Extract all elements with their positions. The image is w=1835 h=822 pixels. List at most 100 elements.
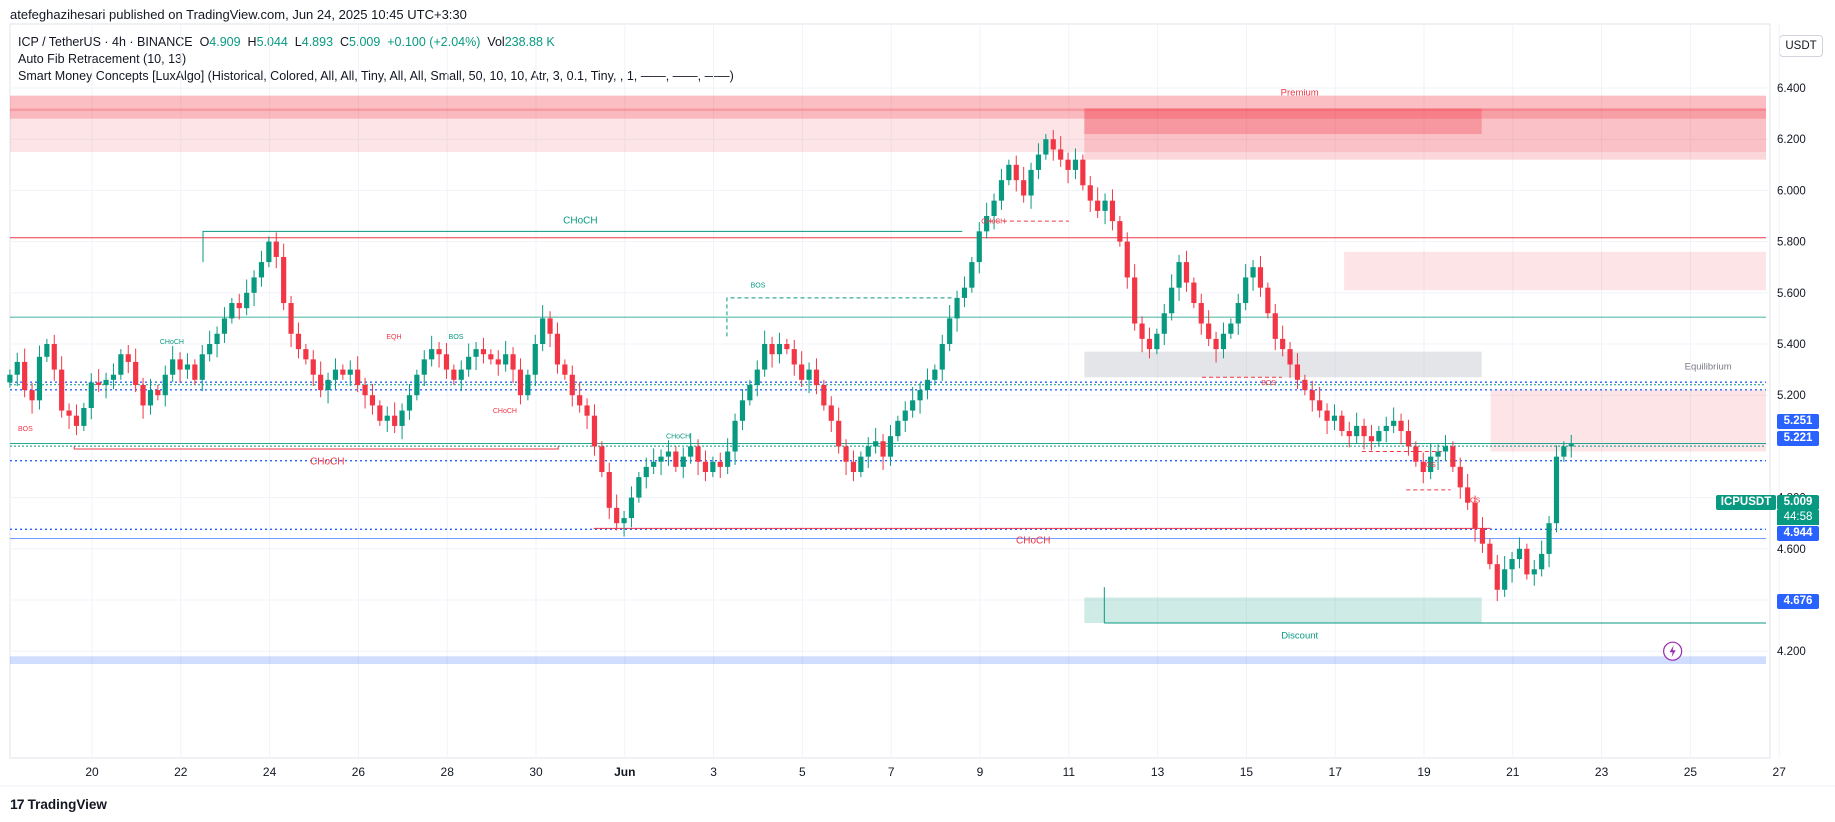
candle-body	[480, 349, 487, 355]
premium-mid-band	[10, 108, 1766, 119]
candle-body	[1568, 444, 1574, 447]
candle-body	[784, 344, 790, 350]
level-lines	[10, 220, 1766, 624]
x-tick-label: 30	[529, 765, 543, 779]
candle-body	[81, 408, 87, 426]
candle-body	[125, 354, 131, 362]
candle-body	[1287, 349, 1293, 365]
volume-label: Vol	[487, 35, 505, 49]
publisher-line: atefeghazihesari published on TradingVie…	[10, 7, 467, 22]
change-value: +0.100 (+2.04%)	[387, 35, 481, 49]
candle-body	[1109, 200, 1116, 222]
candle-body	[1302, 379, 1308, 391]
candle-body	[532, 344, 538, 375]
candle-body	[836, 420, 842, 447]
y-tick-label: 4.600	[1777, 544, 1806, 556]
candle-body	[799, 364, 805, 380]
eqh-label: EQH	[386, 334, 401, 341]
candle-body	[1553, 456, 1560, 524]
lightning-glyph	[1669, 645, 1676, 658]
candle-body	[369, 395, 376, 406]
candle-body	[1465, 487, 1471, 503]
candle-body	[1043, 139, 1049, 155]
candle-body	[1450, 446, 1456, 467]
candle-body	[251, 277, 257, 293]
candle-body	[414, 374, 420, 396]
candle-body	[14, 361, 20, 375]
candle-body	[1176, 262, 1182, 288]
candle-body	[406, 395, 413, 411]
tradingview-logo[interactable]: 17 TradingView	[10, 796, 107, 812]
choch-left-line	[73, 446, 559, 450]
candle-body	[1265, 287, 1271, 314]
discount-label: Discount	[1281, 630, 1318, 641]
candle-body	[547, 318, 553, 334]
bos-label-far-left: BOS	[18, 426, 33, 433]
candle-body	[473, 349, 479, 357]
candle-body	[725, 451, 731, 467]
candle-body	[162, 374, 168, 396]
candle-body	[207, 344, 213, 355]
candle-body	[1391, 420, 1397, 426]
candle-body	[858, 456, 864, 472]
candle-body	[244, 292, 250, 309]
y-tick-label: 5.800	[1777, 237, 1806, 249]
x-tick-label: 3	[710, 765, 717, 779]
candle-body	[1072, 159, 1079, 170]
candle-body	[695, 446, 701, 462]
currency-button[interactable]: USDT	[1779, 35, 1823, 57]
candle-body	[1169, 287, 1175, 314]
discount-zone	[1084, 597, 1482, 624]
x-tick-label: 27	[1773, 765, 1787, 779]
candle-body	[665, 451, 672, 457]
choch-label-red-left: CHoCH	[493, 408, 517, 415]
candle-body	[96, 382, 102, 385]
candle-body	[1413, 446, 1419, 462]
candle-body	[628, 497, 635, 519]
candle-body	[643, 466, 649, 478]
candle-body	[503, 354, 509, 365]
candle-body	[184, 364, 191, 370]
candle-body	[392, 415, 398, 426]
indicator-smc[interactable]: Smart Money Concepts [LuxAlgo] (Historic…	[18, 69, 734, 83]
candle-body	[717, 461, 723, 467]
candle-body	[340, 369, 346, 375]
indicator-fib[interactable]: Auto Fib Retracement (10, 13)	[18, 52, 187, 66]
candle-body	[850, 461, 857, 472]
candle-body	[214, 333, 220, 344]
candle-body	[998, 180, 1005, 201]
candle-body	[1117, 221, 1123, 242]
x-tick-label: 21	[1506, 765, 1520, 779]
y-tick-label: 5.200	[1777, 390, 1806, 402]
candle-body	[984, 216, 990, 232]
x-tick-label: Jun	[614, 765, 635, 779]
tv-logo-text: TradingView	[27, 796, 107, 812]
candle-body	[910, 400, 916, 411]
candle-body	[584, 405, 590, 416]
candle-body	[680, 456, 686, 467]
bearish-ob-2	[1084, 108, 1482, 135]
candle-body	[873, 441, 879, 447]
candle-body	[1006, 164, 1012, 181]
candle-body	[1405, 431, 1412, 447]
x-tick-label: 22	[174, 765, 188, 779]
candle-body	[614, 507, 620, 524]
candle-body	[1235, 303, 1241, 324]
candle-body	[1339, 415, 1345, 432]
candle-body	[710, 461, 716, 472]
candle-body	[939, 344, 945, 370]
y-tick-label: 6.400	[1777, 83, 1806, 95]
bar-countdown: 44:58	[1777, 510, 1819, 525]
symbol-title[interactable]: ICP / TetherUS · 4h · BINANCE	[18, 35, 193, 49]
x-tick-label: 26	[352, 765, 366, 779]
candle-body	[1021, 180, 1027, 196]
high-label: H	[247, 35, 257, 49]
candle-body	[1331, 415, 1338, 421]
x-tick-label: 11	[1063, 765, 1076, 779]
candle-body	[458, 369, 464, 380]
candle-body	[362, 384, 368, 396]
x-tick-label: 9	[977, 765, 984, 779]
candle-body	[1487, 543, 1493, 565]
candle-body	[1035, 154, 1042, 170]
